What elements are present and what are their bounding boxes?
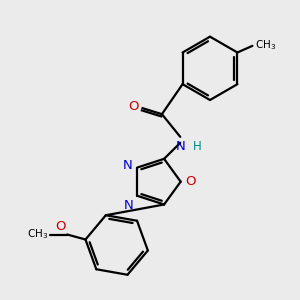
Text: N: N (124, 199, 133, 212)
Text: CH$_3$: CH$_3$ (255, 38, 276, 52)
Text: O: O (185, 175, 196, 188)
Text: CH$_3$: CH$_3$ (27, 228, 48, 242)
Text: O: O (55, 220, 66, 233)
Text: O: O (128, 100, 139, 113)
Text: H: H (193, 140, 202, 153)
Text: N: N (176, 140, 185, 152)
Text: N: N (123, 159, 133, 172)
